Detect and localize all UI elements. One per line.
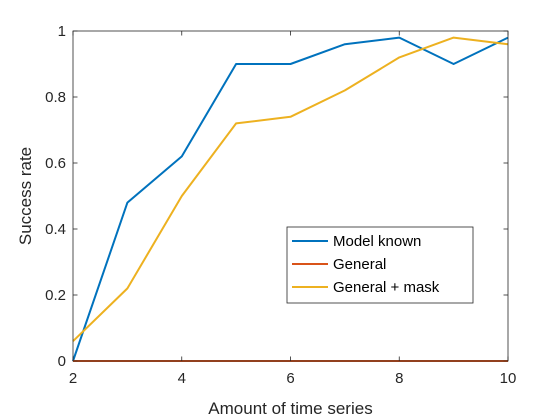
series-line-2 bbox=[72, 36, 509, 342]
x-tick-label: 2 bbox=[69, 370, 77, 387]
y-tick-label: 1 bbox=[58, 23, 66, 40]
y-tick-label: 0.8 bbox=[45, 89, 66, 106]
y-tick-label: 0 bbox=[58, 353, 66, 370]
x-axis-label: Amount of time series bbox=[208, 399, 372, 418]
series-line-0 bbox=[72, 36, 509, 362]
axes-layer: 2 4 6 8 10 0 0.2 0.4 0.6 0.8 1 bbox=[45, 23, 516, 387]
x-tick-label: 4 bbox=[178, 370, 186, 387]
y-tick-label: 0.2 bbox=[45, 287, 66, 304]
legend-label-2: General + mask bbox=[333, 279, 440, 296]
y-tick-label: 0.6 bbox=[45, 155, 66, 172]
legend: Model known General General + mask bbox=[286, 226, 474, 304]
plot-area bbox=[73, 31, 508, 361]
x-tick-label: 8 bbox=[395, 370, 403, 387]
plot-background bbox=[73, 31, 508, 361]
x-tick-label: 10 bbox=[500, 370, 517, 387]
y-axis-label: Success rate bbox=[16, 147, 35, 245]
legend-label-0: Model known bbox=[333, 233, 421, 250]
x-tick-label: 6 bbox=[286, 370, 294, 387]
y-tick-label: 0.4 bbox=[45, 221, 66, 238]
legend-label-1: General bbox=[333, 256, 386, 273]
